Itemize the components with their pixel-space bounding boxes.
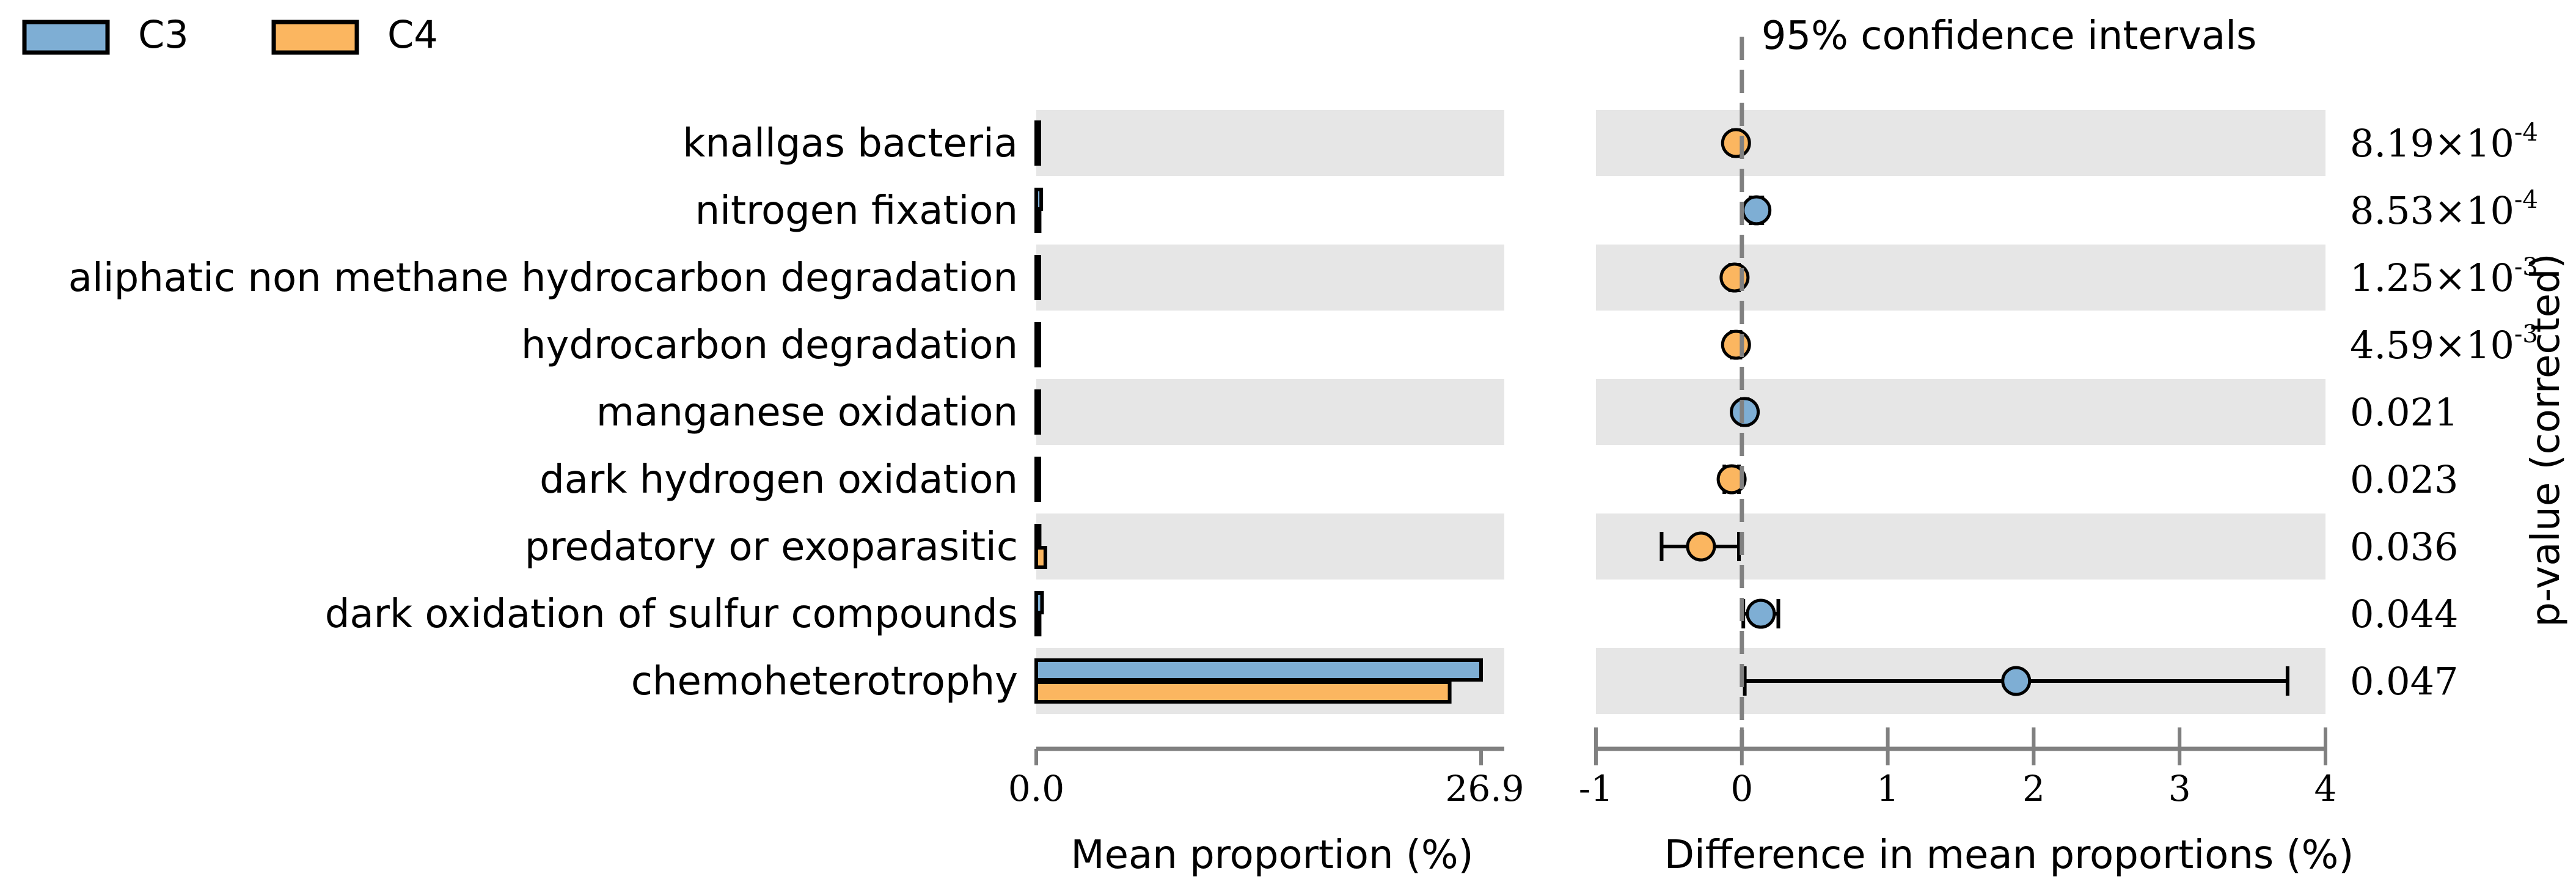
bar-c4 — [1034, 142, 1041, 166]
category-label: nitrogen fixation — [695, 188, 1018, 234]
p-value-label: 8.19×10-4 — [2350, 119, 2538, 166]
legend-label-c4: C4 — [387, 12, 438, 57]
mean-difference-point — [1746, 598, 1776, 629]
bar-c3 — [1034, 322, 1041, 345]
bar-c4 — [1034, 546, 1047, 569]
bar-c3 — [1034, 120, 1041, 144]
bar-c3 — [1034, 389, 1041, 413]
mean-difference-point — [2001, 666, 2032, 696]
right-ticks: -1 0 1 2 3 4 — [1579, 727, 2337, 809]
mean-proportion-axis: 0.0 26.9 Mean proportion (%) — [1008, 746, 1524, 878]
bar-c4 — [1034, 210, 1042, 233]
mean-difference-point — [1741, 195, 1772, 226]
p-value-labels: 8.19×10-4 8.53×10-4 1.25×10-3 4.59×10-3 0.02… — [2350, 119, 2538, 704]
p-value-label: 0.044 — [2350, 592, 2459, 636]
right-row-stripe — [1596, 245, 2325, 311]
p-value-label: 0.023 — [2350, 457, 2459, 502]
category-label: chemoheterotrophy — [631, 659, 1018, 704]
bar-c4 — [1034, 277, 1041, 300]
mean-difference-point — [1686, 531, 1716, 562]
right-tick-label: 2 — [2022, 768, 2045, 809]
category-label: dark oxidation of sulfur compounds — [325, 592, 1018, 637]
right-row-stripe — [1596, 379, 2325, 445]
left-row-stripe — [1036, 110, 1504, 176]
p-value-label: 0.036 — [2350, 524, 2459, 569]
row-stripes — [1036, 110, 2325, 714]
left-x-axis-title: Mean proportion (%) — [1070, 833, 1473, 878]
left-row-stripe — [1036, 245, 1504, 311]
mean-proportion-bars — [1034, 120, 1483, 704]
left-row-stripe — [1036, 379, 1504, 445]
mean-difference-point — [1730, 397, 1760, 427]
right-tick-label: 1 — [1876, 768, 1899, 809]
p-value-label: 0.021 — [2350, 390, 2459, 435]
difference-axis: -1 0 1 2 3 4 Difference in mean proportions (… — [1579, 37, 2354, 878]
legend-swatch-c4 — [271, 20, 359, 55]
category-label: predatory or exoparasitic — [525, 524, 1018, 570]
left-row-stripe — [1036, 513, 1504, 580]
bar-c3 — [1034, 457, 1041, 480]
legend-swatch-c3 — [22, 20, 110, 55]
p-value-label: 4.59×10-3 — [2350, 320, 2538, 367]
p-value-label: 1.25×10-3 — [2350, 253, 2538, 300]
ci-panel-title: 95% confidence intervals — [1762, 13, 2257, 59]
bar-c3 — [1034, 255, 1041, 278]
mean-difference-point — [1721, 329, 1751, 360]
category-label: dark hydrogen oxidation — [540, 457, 1018, 502]
right-tick-label: -1 — [1579, 768, 1614, 809]
bar-c4 — [1034, 344, 1041, 367]
legend: C3 C4 — [22, 12, 438, 57]
category-labels: knallgas bacteria nitrogen fixation alipha… — [68, 121, 1018, 704]
mean-difference-point — [1721, 128, 1751, 158]
left-tick-label-max: 26.9 — [1445, 768, 1524, 809]
right-tick-label: 3 — [2168, 768, 2191, 809]
bar-c3 — [1034, 188, 1044, 211]
bar-c4 — [1034, 680, 1452, 704]
p-value-label: 8.53×10-4 — [2350, 186, 2538, 233]
left-tick-label-0: 0.0 — [1008, 768, 1064, 809]
right-row-stripe — [1596, 110, 2325, 176]
category-label: aliphatic non methane hydrocarbon degrad… — [68, 256, 1018, 301]
category-label: manganese oxidation — [596, 390, 1018, 435]
category-label: hydrocarbon degradation — [521, 323, 1018, 368]
bar-c3 — [1034, 658, 1483, 682]
right-tick-label: 4 — [2314, 768, 2337, 809]
bar-c3 — [1034, 524, 1042, 547]
right-x-axis-title: Difference in mean proportions (%) — [1664, 833, 2354, 878]
p-value-axis-title: p-value (corrected) — [2523, 253, 2569, 627]
legend-label-c3: C3 — [138, 12, 189, 57]
bar-c4 — [1034, 479, 1041, 502]
right-tick-label: 0 — [1730, 768, 1753, 809]
category-label: knallgas bacteria — [682, 121, 1018, 166]
bar-c4 — [1034, 411, 1041, 435]
p-value-label: 0.047 — [2350, 659, 2459, 704]
bar-c4 — [1034, 613, 1042, 636]
mean-difference-point — [1716, 464, 1747, 495]
bar-c3 — [1034, 591, 1044, 614]
